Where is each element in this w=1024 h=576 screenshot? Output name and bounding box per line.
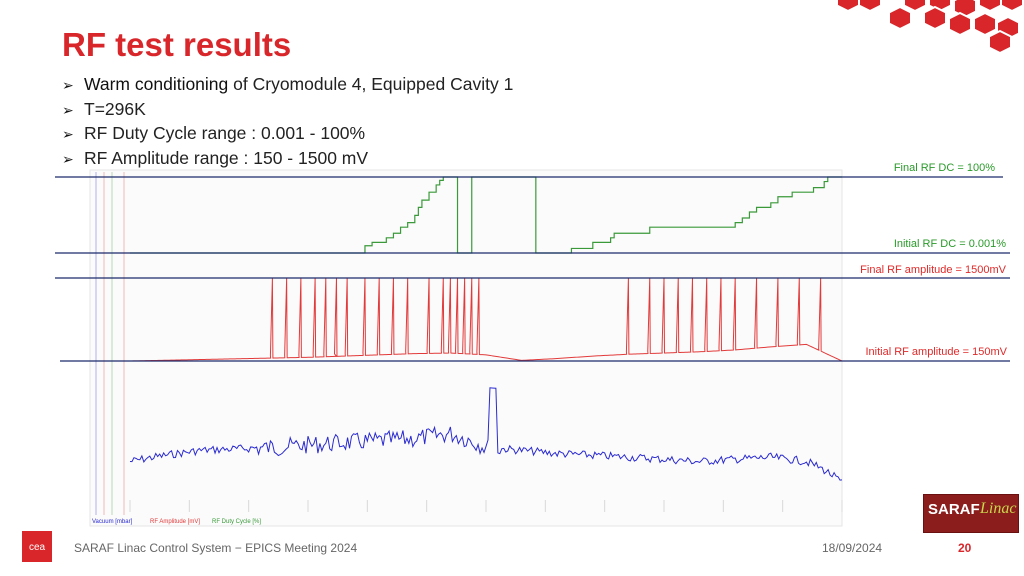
series-line-rf-amplitude [129,277,843,362]
grid-lines [129,500,843,512]
legend-duty-cycle: RF Duty Cycle [%] [212,519,261,525]
cea-logo-mark: cea [29,542,46,553]
hexagon-cube-icon [988,29,1012,55]
refline-label-final-dc: Final RF DC = 100% [894,162,995,174]
arrow-bullet-icon: ➢ [62,77,74,93]
legend-rf-amplitude: RF Amplitude [mV] [150,519,200,525]
bullet-item: ➢ RF Duty Cycle range : 0.001 - 100% [62,122,513,147]
refline-label-initial-dc: Initial RF DC = 0.001% [894,238,1006,250]
slide-title: RF test results [62,26,292,63]
bullet-text: of Cryomodule 4, Equipped Cavity 1 [228,74,514,94]
bullet-item: ➢ Warm conditioning of Cryomodule 4, Equi… [62,73,513,98]
bullet-text: T=296K [84,98,146,119]
footer-title: SARAF Linac Control System − EPICS Meeti… [74,541,358,555]
hexagon-cube-icon [836,0,860,13]
cea-logo-text: cea [29,542,46,553]
hexagon-cube-icon [948,11,972,37]
hexagon-cube-icon [923,5,947,31]
bullet-emph: Warm conditioning [84,74,229,94]
series-line-vacuum [129,387,843,481]
hexagon-cube-icon [888,5,912,31]
hexagon-cube-icon [978,0,1002,13]
refline-label-final-amp: Final RF amplitude = 1500mV [860,264,1006,276]
cea-logo-icon: cea [22,531,52,562]
arrow-bullet-icon: ➢ [62,126,74,142]
bullet-item: ➢ RF Amplitude range : 150 - 1500 mV [62,147,513,172]
saraf-logo-text: SARAF [928,501,980,518]
footer-date: 18/09/2024 [822,541,883,555]
hexagon-cube-icon [858,0,882,13]
bullet-text: RF Duty Cycle range : 0.001 - 100% [84,123,366,143]
hexagon-pattern-icon [836,0,1024,55]
page-number: 20 [958,541,972,555]
arrow-bullet-icon: ➢ [62,101,74,118]
legend-vacuum: Vacuum [mbar] [92,519,133,525]
hexagon-cube-icon [973,11,997,37]
bullet-item: ➢ T=296K [62,98,513,123]
arrow-bullet-icon: ➢ [62,150,74,167]
saraf-linac-logo: SARAF Linac [923,494,1019,533]
bullet-text: RF Amplitude range : 150 - 1500 mV [84,147,369,168]
hexagon-cube-icon [903,0,927,13]
refline-label-initial-amp: Initial RF amplitude = 150mV [865,346,1007,358]
plot-area [89,169,843,527]
hexagon-cube-icon [1000,0,1024,13]
bullet-list: ➢ Warm conditioning of Cryomodule 4, Equi… [62,73,513,171]
axis-decoration [95,172,125,515]
linac-logo-text: Linac [980,500,1017,517]
